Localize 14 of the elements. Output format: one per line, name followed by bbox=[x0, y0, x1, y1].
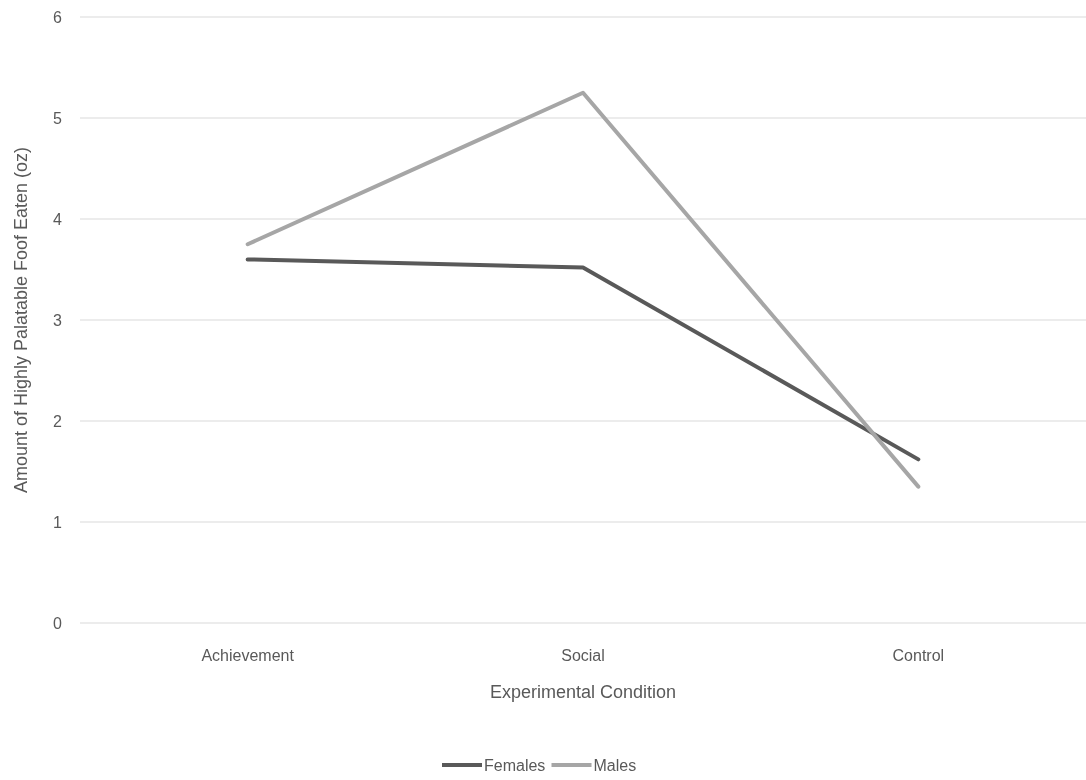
y-tick-label: 1 bbox=[53, 513, 63, 531]
x-tick-label: Achievement bbox=[201, 647, 295, 664]
x-tick-label: Control bbox=[892, 647, 945, 664]
x-axis-title: Experimental Condition bbox=[489, 682, 677, 702]
y-tick-label: 2 bbox=[53, 412, 63, 430]
y-axis-title: Amount of Highly Palatable Foof Eaten (oz) bbox=[11, 146, 31, 494]
legend-label: Females bbox=[484, 756, 546, 774]
y-tick-label: 0 bbox=[53, 614, 63, 632]
y-tick-label: 4 bbox=[53, 210, 63, 228]
y-tick-label: 5 bbox=[53, 109, 63, 127]
y-tick-label: 6 bbox=[53, 8, 63, 26]
legend-label: Males bbox=[593, 756, 637, 774]
y-tick-label: 3 bbox=[53, 311, 63, 329]
x-tick-label: Social bbox=[561, 647, 605, 664]
